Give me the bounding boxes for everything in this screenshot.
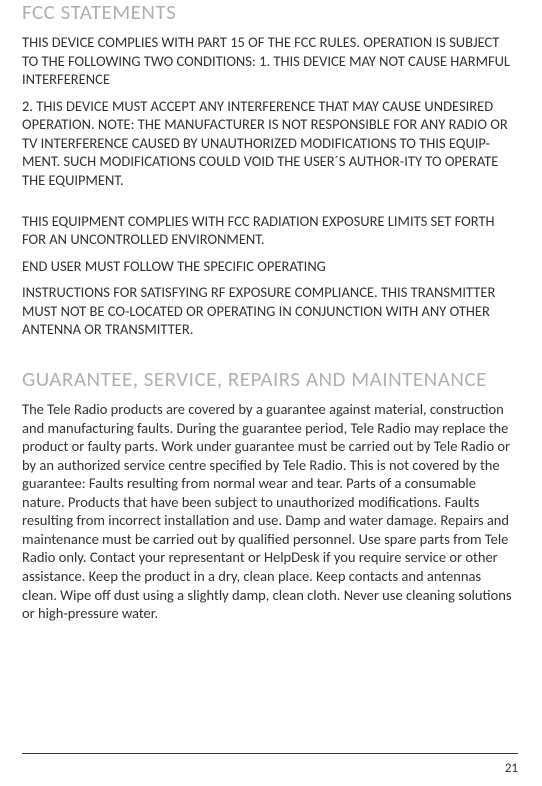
page-number: 21 (505, 761, 518, 776)
fcc-para-5: INSTRUCTIONS FOR SATISFYING RF EXPOSURE … (22, 283, 518, 339)
fcc-para-1: THIS DEVICE COMPLIES WITH PART 15 OF THE… (22, 33, 518, 89)
fcc-para-3: THIS EQUIPMENT COMPLIES WITH FCC RADIATI… (22, 212, 518, 249)
footer-rule (22, 753, 518, 754)
fcc-para-4: END USER MUST FOLLOW THE SPECIFIC OPERAT… (22, 257, 518, 276)
guarantee-body: The Tele Radio products are covered by a… (22, 400, 518, 623)
fcc-heading: FCC STATEMENTS (22, 0, 518, 25)
page-content: FCC STATEMENTS THIS DEVICE COMPLIES WITH… (0, 0, 542, 623)
fcc-para-2: 2. THIS DEVICE MUST ACCEPT ANY INTERFERE… (22, 97, 518, 190)
guarantee-heading: GUARANTEE, SERVICE, REPAIRS AND MAINTENA… (22, 367, 518, 392)
